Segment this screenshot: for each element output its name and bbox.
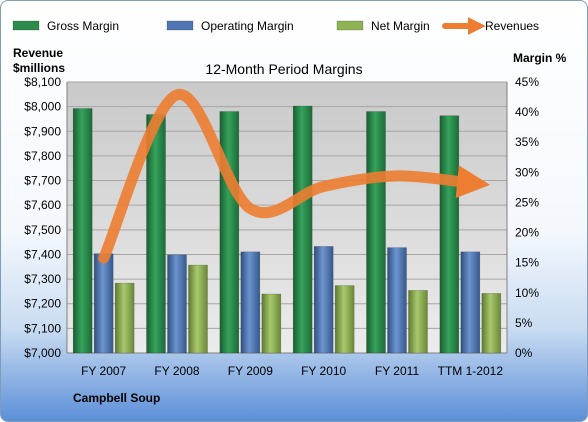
right-tick-label: 25%: [515, 195, 539, 209]
right-axis-label: Margin %: [513, 51, 567, 65]
bar-operating-margin: [240, 251, 261, 354]
left-tick-label: $7,200: [24, 297, 61, 311]
bar-operating-margin: [387, 247, 407, 354]
bar-gross-margin: [366, 111, 386, 354]
x-tick-label: FY 2010: [301, 364, 346, 378]
bars: [72, 105, 502, 354]
left-tick-label: $7,800: [24, 149, 61, 163]
right-tick-label: 45%: [515, 75, 539, 89]
bar-gross-margin: [219, 111, 240, 354]
x-tick-label: FY 2008: [154, 364, 199, 378]
bar-net-margin: [334, 285, 355, 354]
revenue-line: [98, 89, 491, 264]
left-tick-label: $7,400: [24, 247, 61, 261]
left-axis-label-line2: $millions: [13, 61, 65, 75]
bar-operating-margin: [167, 254, 187, 354]
right-tick-label: 10%: [515, 286, 539, 300]
chart-title: 12-Month Period Margins: [205, 61, 362, 77]
left-axis-ticks: $7,000 $7,100 $7,200 $7,300 $7,400 $7,500 $7,6…: [24, 75, 61, 360]
bar-net-margin: [408, 290, 428, 354]
bar-operating-margin: [93, 253, 114, 354]
bar-gross-margin: [439, 115, 460, 354]
x-tick-label: TTM 1-2012: [438, 364, 504, 378]
right-tick-label: 30%: [515, 165, 539, 179]
left-tick-label: $7,600: [24, 198, 61, 212]
right-tick-label: 20%: [515, 226, 539, 240]
bar-gross-margin: [292, 105, 313, 354]
x-axis-ticks: FY 2007 FY 2008 FY 2009 FY 2010 FY 2011 TTM 1…: [81, 364, 503, 378]
left-tick-label: $7,300: [24, 272, 61, 286]
left-tick-label: $7,500: [24, 223, 61, 237]
bar-net-margin: [114, 282, 135, 354]
legend-label: Revenues: [485, 19, 539, 33]
left-tick-label: $8,000: [24, 100, 61, 114]
bar-operating-margin: [460, 251, 481, 354]
legend-swatch: [166, 20, 194, 31]
right-axis-ticks: 0% 5% 10% 15% 20% 25% 30% 35% 40% 45%: [515, 75, 539, 360]
legend: Gross Margin Operating Margin Net Margin Re…: [12, 17, 539, 35]
company-name: Campbell Soup: [73, 391, 160, 405]
left-tick-label: $7,900: [24, 124, 61, 138]
bar-gross-margin: [146, 114, 166, 354]
right-tick-label: 15%: [515, 256, 539, 270]
left-tick-label: $7,000: [24, 346, 61, 360]
right-tick-label: 0%: [515, 346, 533, 360]
bar-net-margin: [188, 264, 208, 354]
left-tick-label: $7,700: [24, 174, 61, 188]
legend-label: Net Margin: [371, 19, 430, 33]
legend-label: Gross Margin: [47, 19, 119, 33]
x-tick-label: FY 2009: [228, 364, 273, 378]
x-tick-label: FY 2007: [81, 364, 126, 378]
bar-gross-margin: [72, 108, 93, 354]
left-tick-label: $7,100: [24, 321, 61, 335]
x-tick-label: FY 2011: [375, 364, 420, 378]
bar-net-margin: [481, 293, 502, 354]
right-tick-label: 5%: [515, 316, 533, 330]
revenues-series-line: [98, 89, 491, 264]
bar-net-margin: [261, 293, 282, 354]
plot-area: [67, 82, 507, 353]
left-axis-label-line1: Revenue: [13, 46, 63, 60]
legend-swatch: [336, 20, 364, 31]
right-tick-label: 40%: [515, 105, 539, 119]
right-tick-label: 35%: [515, 135, 539, 149]
bar-operating-margin: [313, 246, 334, 354]
legend-label: Operating Margin: [201, 19, 294, 33]
left-tick-label: $8,100: [24, 75, 61, 89]
legend-swatch: [12, 20, 40, 31]
